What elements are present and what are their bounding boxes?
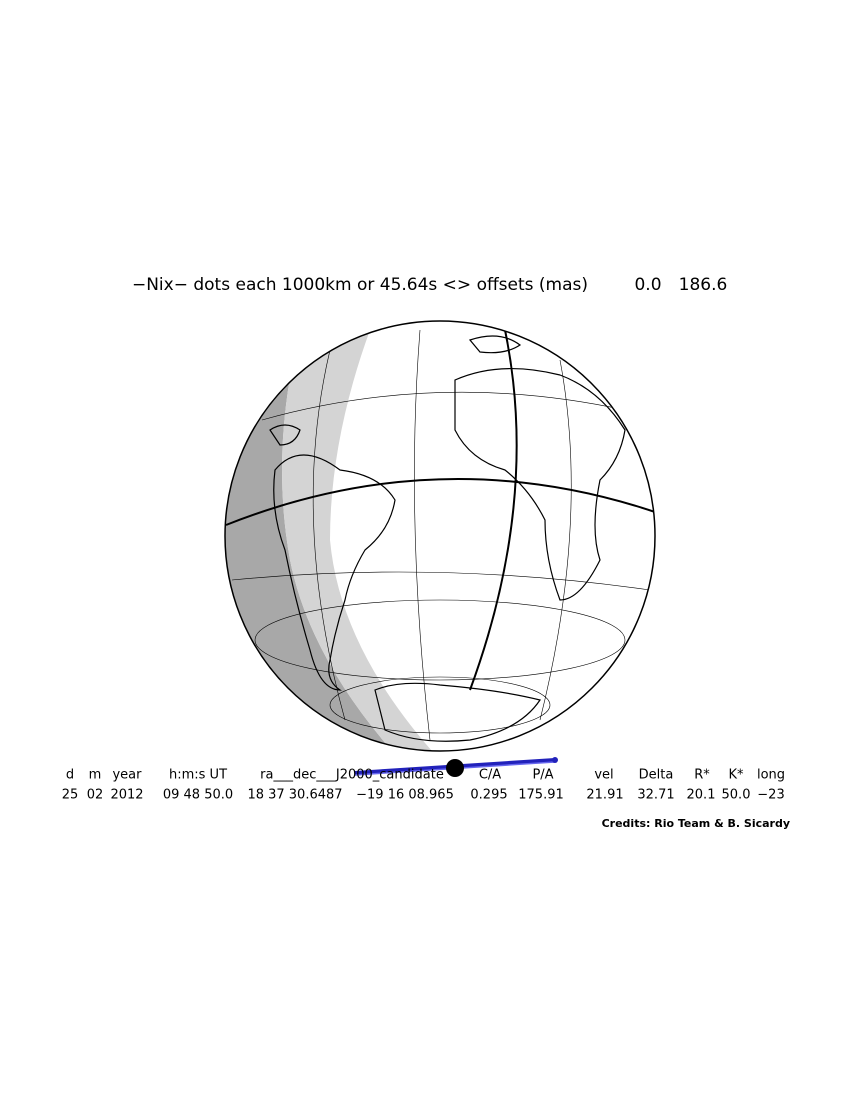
- globe: [224, 320, 656, 752]
- column-header: ra___dec___J2000_candidate: [260, 768, 444, 783]
- column-header: d: [66, 768, 74, 783]
- column-header: long: [757, 768, 785, 783]
- column-header: R*: [694, 768, 710, 783]
- column-value: 32.71: [637, 788, 674, 803]
- column-value: 50.0: [722, 788, 751, 803]
- column-header: K*: [728, 768, 744, 783]
- credits: Credits: Rio Team & B. Sicardy: [602, 817, 790, 830]
- column-value: 21.91: [586, 788, 623, 803]
- map-title: −Nix− dots each 1000km or 45.64s <> offs…: [132, 275, 588, 295]
- column-value: 18 37 30.6487: [247, 788, 342, 803]
- column-value: 09 48 50.0: [163, 788, 233, 803]
- shadow-track: [354, 757, 558, 777]
- column-value: 0.295: [470, 788, 507, 803]
- column-value: 02: [87, 788, 104, 803]
- column-value: −23: [757, 788, 784, 803]
- column-header: C/A: [479, 768, 501, 783]
- column-header: vel: [594, 768, 613, 783]
- column-header: h:m:s UT: [169, 768, 227, 783]
- column-header: Delta: [639, 768, 674, 783]
- column-value: 20.1: [687, 788, 716, 803]
- column-header: m: [89, 768, 102, 783]
- column-value: 25: [62, 788, 79, 803]
- parameter-table: d m year h:m:s UT ra___dec___J2000_candidate…: [62, 768, 785, 803]
- column-value: 2012: [110, 788, 143, 803]
- offset-value: 186.6: [679, 275, 728, 295]
- column-value: 175.91: [518, 788, 564, 803]
- column-header: year: [112, 768, 142, 783]
- column-header: P/A: [532, 768, 553, 783]
- column-value: −19 16 08.965: [356, 788, 454, 803]
- offset-value: 0.0: [634, 275, 661, 295]
